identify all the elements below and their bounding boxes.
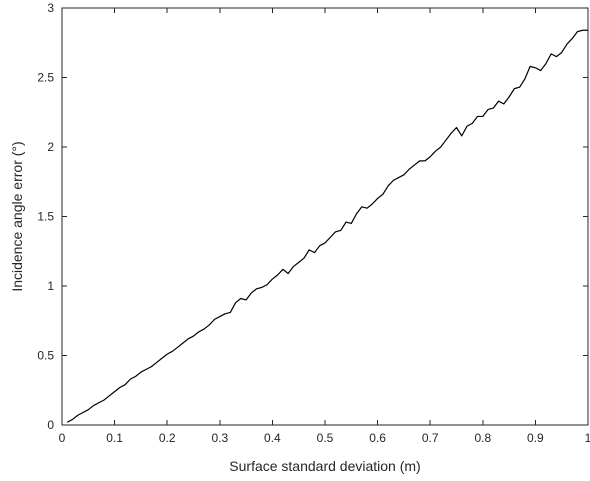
x-tick-label: 0.1 [106, 431, 123, 445]
x-tick-label: 0 [59, 431, 66, 445]
y-tick-label: 3 [47, 1, 54, 15]
axes-box [61, 7, 589, 426]
y-tick-label: 1.5 [37, 210, 54, 224]
y-tick-label: 1 [47, 279, 54, 293]
x-axis-ticks: 0 0.1 0.2 0.3 0.4 0.5 0.6 0.7 0.8 0.9 1 [59, 8, 590, 445]
series-layer [66, 29, 588, 423]
y-tick-label: 2 [47, 140, 54, 154]
x-tick-label: 0.4 [264, 431, 281, 445]
y-axis-label: Incidence angle error (°) [9, 141, 25, 291]
series-line-0 [66, 29, 588, 423]
x-tick-label: 0.8 [474, 431, 491, 445]
y-tick-label: 0 [47, 418, 54, 432]
x-axis-label: Surface standard deviation (m) [229, 458, 420, 474]
x-tick-label: 0.3 [211, 431, 228, 445]
x-tick-label: 0.6 [369, 431, 386, 445]
y-tick-label: 2.5 [37, 71, 54, 85]
x-tick-label: 0.2 [159, 431, 176, 445]
x-tick-label: 0.7 [422, 431, 439, 445]
x-tick-label: 1 [585, 431, 590, 445]
y-tick-label: 0.5 [37, 349, 54, 363]
x-tick-label: 0.9 [527, 431, 544, 445]
x-tick-label: 0.5 [317, 431, 334, 445]
